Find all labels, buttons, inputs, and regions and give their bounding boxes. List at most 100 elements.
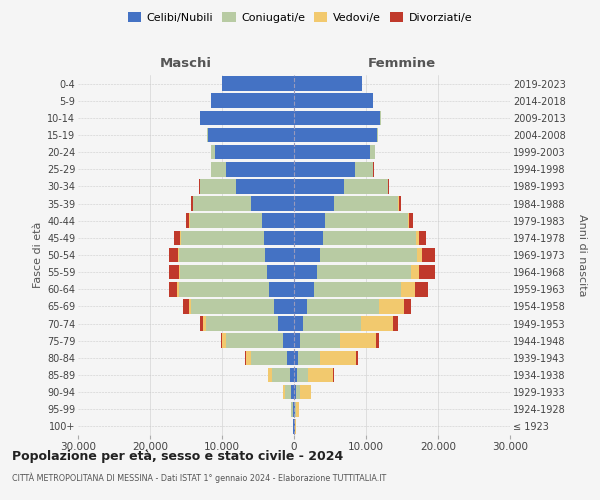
Bar [274,299,294,314]
Bar [294,230,323,245]
Bar [169,248,178,262]
Bar [269,282,294,296]
Bar [294,128,377,142]
Bar [199,179,200,194]
Bar [178,248,179,262]
Bar [283,334,294,348]
Bar [416,230,419,245]
Bar [190,214,262,228]
Bar [200,179,236,194]
Bar [398,196,399,211]
Bar [264,230,294,245]
Bar [320,248,417,262]
Bar [181,230,264,245]
Bar [292,385,294,400]
Bar [211,145,215,160]
Text: Popolazione per età, sesso e stato civile - 2024: Popolazione per età, sesso e stato civil… [12,450,343,463]
Bar [379,299,404,314]
Bar [193,196,251,211]
Bar [294,316,304,331]
Bar [419,230,427,245]
Bar [200,316,203,331]
Bar [295,402,296,416]
Bar [317,265,410,280]
Bar [191,196,193,211]
Bar [262,214,294,228]
Bar [278,316,294,331]
Bar [417,248,422,262]
Bar [203,316,206,331]
Bar [245,350,247,365]
Bar [179,265,180,280]
Bar [185,214,189,228]
Bar [294,196,334,211]
Bar [285,385,292,400]
Bar [415,282,428,296]
Bar [377,128,378,142]
Bar [297,368,308,382]
Bar [251,196,294,211]
Bar [294,350,298,365]
Bar [294,299,307,314]
Text: Maschi: Maschi [160,57,212,70]
Text: Femmine: Femmine [368,57,436,70]
Bar [294,248,320,262]
Bar [247,350,251,365]
Bar [294,402,295,416]
Bar [308,368,333,382]
Bar [296,385,300,400]
Bar [283,385,285,400]
Bar [236,179,294,194]
Bar [179,248,265,262]
Bar [293,419,294,434]
Bar [206,316,278,331]
Bar [251,350,287,365]
Bar [340,334,376,348]
Bar [361,316,394,331]
Bar [294,368,297,382]
Bar [294,214,325,228]
Bar [294,94,373,108]
Bar [404,299,412,314]
Bar [295,419,296,434]
Bar [179,282,269,296]
Bar [334,196,398,211]
Bar [300,385,311,400]
Bar [333,368,334,382]
Bar [294,110,380,125]
Bar [323,230,416,245]
Y-axis label: Anni di nascita: Anni di nascita [577,214,587,296]
Bar [320,350,356,365]
Bar [356,350,358,365]
Bar [314,282,401,296]
Bar [293,402,294,416]
Bar [169,282,178,296]
Bar [408,214,409,228]
Bar [294,76,362,91]
Bar [292,402,293,416]
Bar [215,145,294,160]
Bar [294,145,370,160]
Bar [394,316,398,331]
Bar [370,145,374,160]
Bar [419,265,435,280]
Bar [174,230,181,245]
Bar [410,265,419,280]
Bar [422,248,435,262]
Bar [287,350,294,365]
Bar [191,299,274,314]
Bar [221,334,222,348]
Bar [226,162,294,176]
Bar [296,402,299,416]
Bar [298,350,320,365]
Bar [294,282,314,296]
Bar [222,76,294,91]
Bar [265,248,294,262]
Bar [388,179,389,194]
Bar [344,179,388,194]
Bar [401,282,415,296]
Y-axis label: Fasce di età: Fasce di età [32,222,43,288]
Bar [266,265,294,280]
Bar [304,316,361,331]
Bar [294,265,317,280]
